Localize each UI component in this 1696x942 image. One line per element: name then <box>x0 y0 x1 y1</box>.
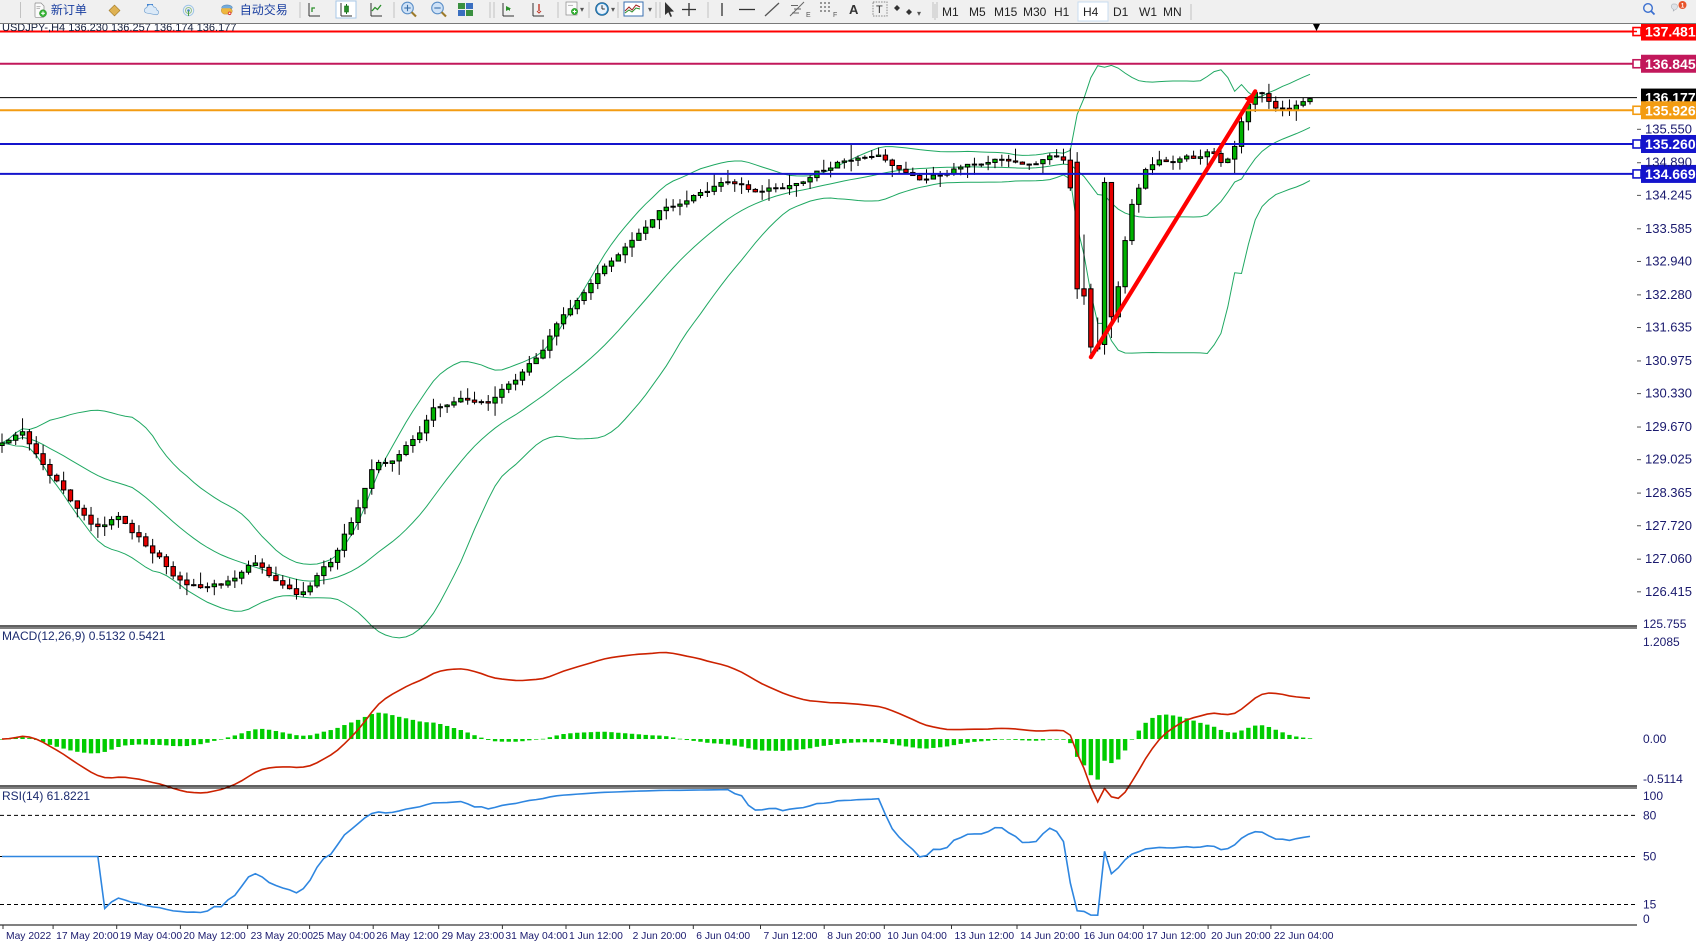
svg-text:135.260: 135.260 <box>1645 136 1696 152</box>
svg-text:132.280: 132.280 <box>1645 287 1692 302</box>
svg-text:0: 0 <box>1643 912 1650 926</box>
svg-text:16 Jun 04:00: 16 Jun 04:00 <box>1084 931 1144 942</box>
svg-text:T: T <box>876 4 883 16</box>
svg-text:129.025: 129.025 <box>1645 452 1692 467</box>
svg-text:127.720: 127.720 <box>1645 518 1692 533</box>
svg-text:15: 15 <box>1643 897 1657 911</box>
svg-text:E: E <box>806 12 811 19</box>
svg-text:50: 50 <box>1643 850 1657 864</box>
svg-text:▾: ▾ <box>648 5 652 14</box>
svg-text:▾: ▾ <box>611 5 615 14</box>
svg-text:May 2022: May 2022 <box>6 931 51 942</box>
svg-text:130.975: 130.975 <box>1645 353 1692 368</box>
svg-text:128.365: 128.365 <box>1645 485 1692 500</box>
svg-text:M15: M15 <box>994 5 1018 19</box>
svg-text:RSI(14) 61.8221: RSI(14) 61.8221 <box>2 789 90 803</box>
svg-text:13 Jun 12:00: 13 Jun 12:00 <box>955 931 1015 942</box>
svg-text:136.845: 136.845 <box>1645 56 1696 72</box>
svg-text:135.550: 135.550 <box>1645 121 1692 136</box>
svg-text:MN: MN <box>1163 5 1182 19</box>
svg-text:H4: H4 <box>1083 5 1099 19</box>
svg-text:1 Jun 12:00: 1 Jun 12:00 <box>569 931 623 942</box>
svg-text:M30: M30 <box>1023 5 1047 19</box>
svg-text:125.755: 125.755 <box>1643 617 1687 631</box>
svg-text:23 May 20:00: 23 May 20:00 <box>251 931 314 942</box>
svg-text:10 Jun 04:00: 10 Jun 04:00 <box>887 931 947 942</box>
svg-text:6 Jun 04:00: 6 Jun 04:00 <box>696 931 750 942</box>
svg-text:132.940: 132.940 <box>1645 253 1692 268</box>
svg-text:17 May 20:00: 17 May 20:00 <box>56 931 119 942</box>
svg-text:M1: M1 <box>942 5 959 19</box>
svg-text:F: F <box>833 12 837 19</box>
svg-text:▾: ▾ <box>580 5 584 14</box>
svg-text:8 Jun 20:00: 8 Jun 20:00 <box>827 931 881 942</box>
svg-text:134.245: 134.245 <box>1645 187 1692 202</box>
svg-text:127.060: 127.060 <box>1645 551 1692 566</box>
svg-text:137.481: 137.481 <box>1645 24 1696 40</box>
svg-text:A: A <box>849 2 859 17</box>
svg-text:26 May 12:00: 26 May 12:00 <box>376 931 439 942</box>
svg-text:22 Jun 04:00: 22 Jun 04:00 <box>1274 931 1334 942</box>
svg-text:131.635: 131.635 <box>1645 320 1692 335</box>
svg-text:W1: W1 <box>1139 5 1157 19</box>
svg-text:20 Jun 20:00: 20 Jun 20:00 <box>1211 931 1271 942</box>
svg-text:100: 100 <box>1643 789 1663 803</box>
svg-text:80: 80 <box>1643 808 1657 822</box>
svg-text:31 May 04:00: 31 May 04:00 <box>505 931 568 942</box>
svg-text:19 May 04:00: 19 May 04:00 <box>120 931 183 942</box>
svg-text:D1: D1 <box>1113 5 1129 19</box>
svg-text:▾: ▾ <box>917 9 921 18</box>
svg-text:25 May 04:00: 25 May 04:00 <box>313 931 376 942</box>
svg-text:29 May 23:00: 29 May 23:00 <box>442 931 505 942</box>
svg-text:133.585: 133.585 <box>1645 221 1692 236</box>
svg-text:H1: H1 <box>1054 5 1070 19</box>
svg-text:7 Jun 12:00: 7 Jun 12:00 <box>764 931 818 942</box>
svg-text:135.926: 135.926 <box>1645 102 1696 118</box>
svg-text:0.00: 0.00 <box>1643 732 1667 746</box>
svg-text:1.2085: 1.2085 <box>1643 635 1680 649</box>
svg-text:129.670: 129.670 <box>1645 419 1692 434</box>
svg-text:126.415: 126.415 <box>1645 584 1692 599</box>
svg-text:M5: M5 <box>969 5 986 19</box>
svg-text:17 Jun 12:00: 17 Jun 12:00 <box>1146 931 1206 942</box>
svg-text:20 May 12:00: 20 May 12:00 <box>183 931 246 942</box>
svg-text:-0.5114: -0.5114 <box>1643 772 1683 786</box>
svg-text:130.330: 130.330 <box>1645 386 1692 401</box>
svg-text:14 Jun 20:00: 14 Jun 20:00 <box>1020 931 1080 942</box>
svg-text:134.890: 134.890 <box>1645 155 1692 170</box>
svg-text:2 Jun 20:00: 2 Jun 20:00 <box>633 931 687 942</box>
svg-text:MACD(12,26,9) 0.5132 0.5421: MACD(12,26,9) 0.5132 0.5421 <box>2 629 166 643</box>
